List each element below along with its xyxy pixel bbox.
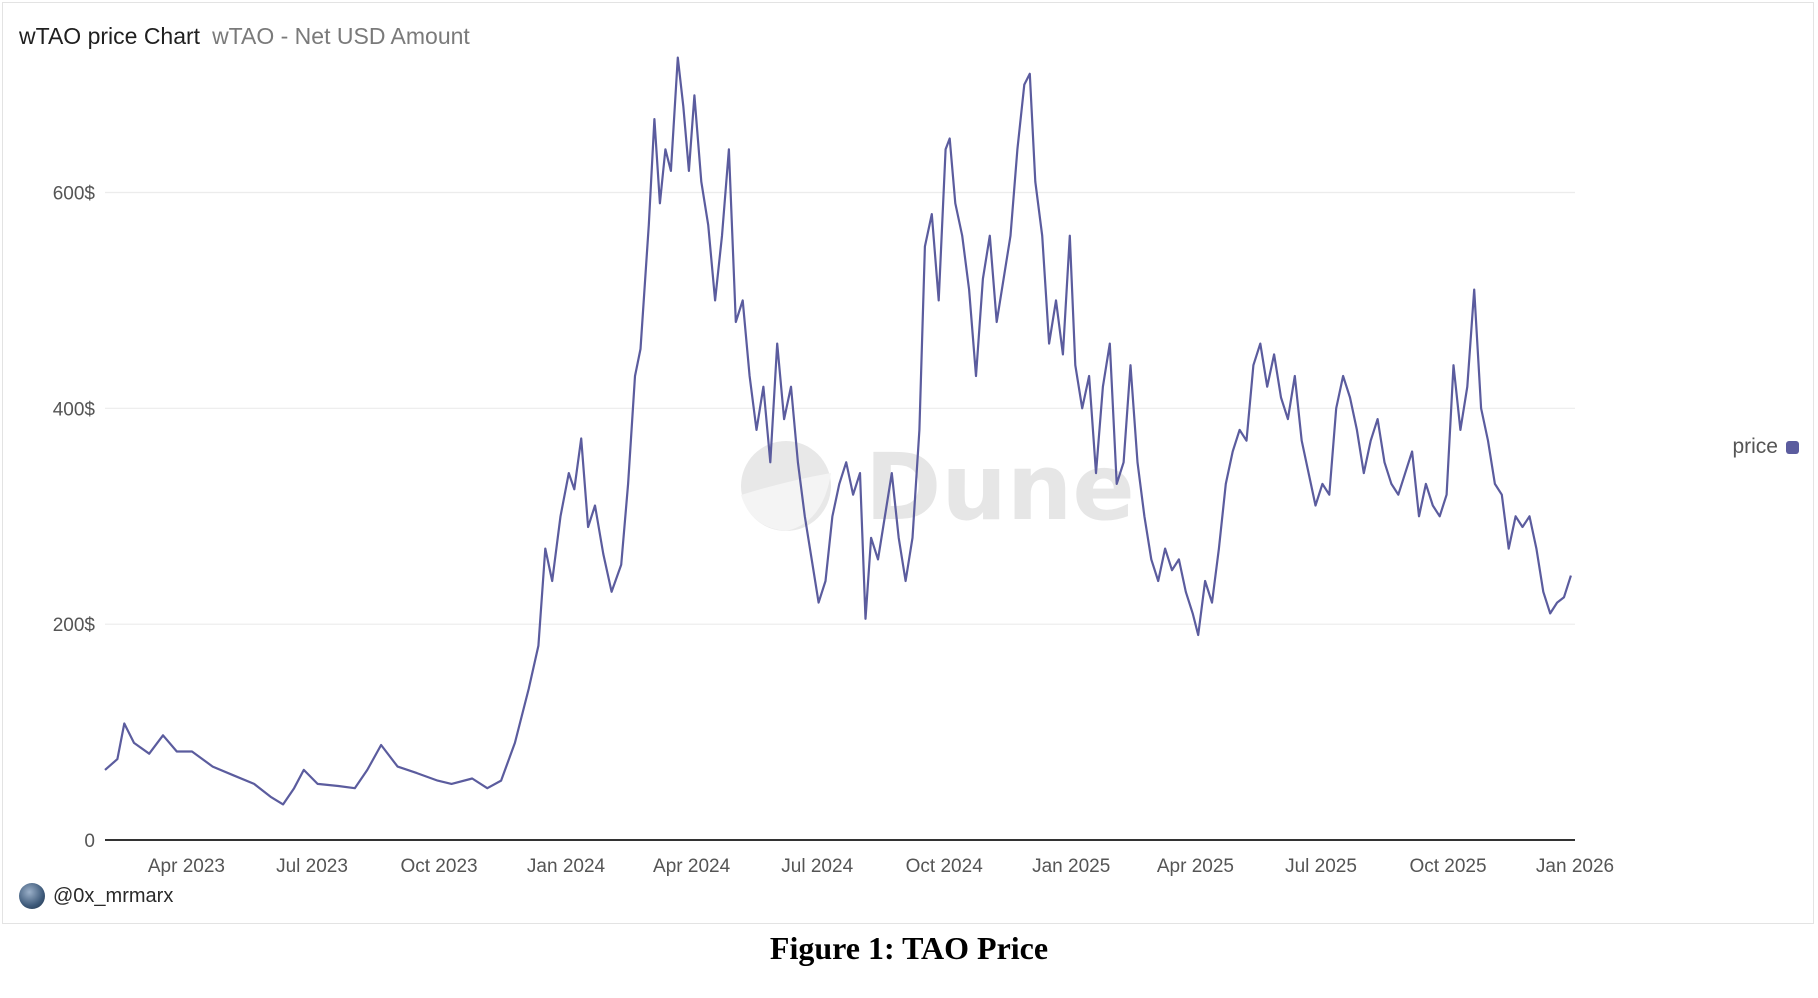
avatar [19, 883, 45, 909]
x-tick-label: Oct 2023 [400, 856, 477, 877]
x-tick-label: Apr 2025 [1157, 856, 1234, 877]
x-tick-label: Oct 2024 [906, 856, 984, 877]
y-axis-labels: 0 200$ 400$ 600$ [53, 184, 96, 853]
chart-subtitle: wTAO - Net USD Amount [212, 23, 470, 49]
x-tick-label: Apr 2023 [148, 856, 225, 877]
x-axis-labels: Apr 2023 Jul 2023 Oct 2023 Jan 2024 Apr 2024… [148, 856, 1614, 877]
x-tick-label: Jul 2023 [276, 856, 348, 877]
chart-header: wTAO price Chart wTAO - Net USD Amount [19, 23, 470, 50]
series-line-price [104, 56, 1572, 806]
dune-watermark-text: Dune [865, 434, 1135, 541]
grid-lines [105, 191, 1575, 625]
x-tick-label: Jan 2024 [527, 856, 606, 877]
x-tick-label: Apr 2024 [653, 856, 731, 877]
y-tick-label: 600$ [53, 184, 96, 205]
legend-swatch-price [1786, 440, 1799, 454]
chart-title: wTAO price Chart [19, 23, 201, 49]
price-line-chart: Dune 0 200$ 400$ 600$ Apr 2023 Jul 2023 Oct 2… [53, 56, 1614, 877]
chart-card: wTAO price Chart wTAO - Net USD Amount Du… [2, 2, 1814, 924]
author[interactable]: @0x_mrmarx [19, 883, 173, 909]
legend[interactable]: price [1732, 435, 1799, 459]
dune-logo-icon-cutout [741, 473, 831, 531]
x-tick-label: Jul 2025 [1285, 856, 1357, 877]
figure-caption: Figure 1: TAO Price [769, 930, 1049, 966]
x-tick-label: Oct 2025 [1409, 856, 1486, 877]
legend-label-price: price [1732, 435, 1778, 458]
y-tick-label: 400$ [53, 399, 96, 420]
x-tick-label: Jul 2024 [781, 856, 853, 877]
x-tick-label: Jan 2025 [1032, 856, 1110, 877]
author-handle: @0x_mrmarx [53, 884, 174, 907]
y-tick-label: 0 [84, 831, 95, 852]
y-tick-label: 200$ [53, 615, 96, 636]
x-tick-label: Jan 2026 [1536, 856, 1614, 877]
dune-watermark: Dune [741, 434, 1135, 541]
